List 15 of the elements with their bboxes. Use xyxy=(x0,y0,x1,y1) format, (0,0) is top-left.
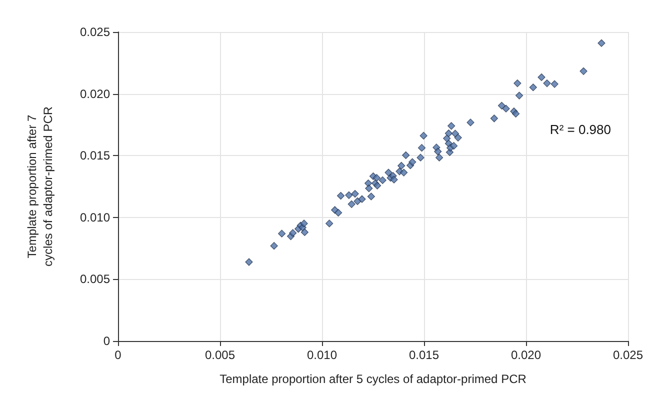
x-tick-label: 0.005 xyxy=(204,348,236,362)
x-tick-label: 0.025 xyxy=(612,348,644,362)
y-tick-label: 0.010 xyxy=(80,210,110,224)
x-axis-title: Template proportion after 5 cycles of adaptor-primed PCR xyxy=(220,372,527,386)
x-tick-label: 0.020 xyxy=(510,348,542,362)
y-tick-label: 0.020 xyxy=(80,86,110,101)
y-axis-title: Template proportion after 7 cycles of adaptor-primed PCR xyxy=(25,106,55,267)
y-tick-label: 0.025 xyxy=(80,25,110,39)
x-tick-label: 0.015 xyxy=(408,348,440,362)
y-tick-label: 0.015 xyxy=(80,148,110,163)
x-tick-label: 0.010 xyxy=(306,348,338,362)
y-tick-label: 0 xyxy=(103,334,110,348)
annotation: R² = 0.980 xyxy=(550,122,612,137)
x-tick-label: 0 xyxy=(114,348,122,362)
y-tick-label: 0.005 xyxy=(80,272,110,286)
